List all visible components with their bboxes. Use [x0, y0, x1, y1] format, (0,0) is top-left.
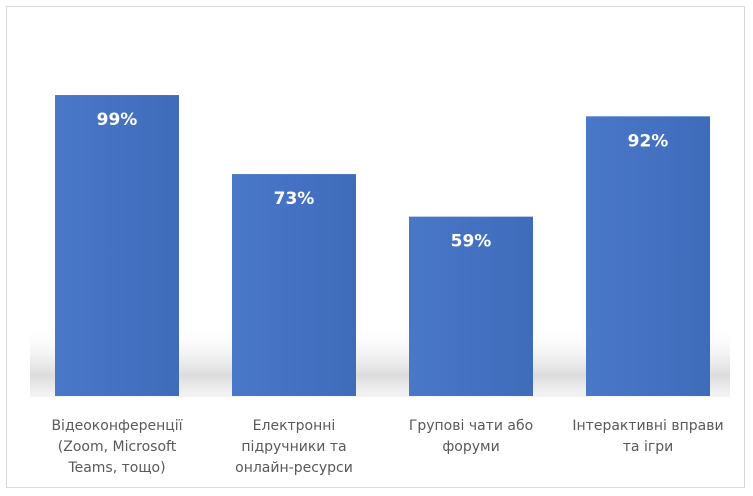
bar-3	[409, 216, 533, 396]
category-label-2: Електронні підручники та онлайн-ресурси	[235, 418, 353, 476]
bar-2	[232, 174, 356, 396]
category-label-line: Teams, тощо)	[67, 460, 165, 476]
data-label-3: 59%	[451, 232, 492, 252]
category-label-1: Відеоконференції (Zoom, Microsoft Teams, т…	[51, 418, 182, 476]
data-label-4: 92%	[628, 131, 669, 151]
category-label-line: онлайн-ресурси	[235, 460, 353, 476]
data-label-1: 99%	[97, 110, 138, 130]
category-label-line: (Zoom, Microsoft	[58, 439, 177, 455]
bar-1	[55, 95, 179, 396]
category-label-3: Групові чати або форуми	[409, 418, 533, 455]
category-label-line: Електронні	[253, 418, 336, 434]
data-label-2: 73%	[274, 189, 315, 209]
category-label-line: Інтерактивні вправи	[572, 418, 723, 434]
category-label-4: Інтерактивні вправи та ігри	[572, 418, 723, 455]
category-label-line: та ігри	[623, 439, 673, 455]
category-label-line: форуми	[442, 439, 499, 455]
category-label-line: Групові чати або	[409, 418, 533, 434]
category-label-line: Відеоконференції	[51, 418, 182, 434]
category-label-line: підручники та	[241, 439, 346, 455]
bar-4	[586, 116, 710, 396]
